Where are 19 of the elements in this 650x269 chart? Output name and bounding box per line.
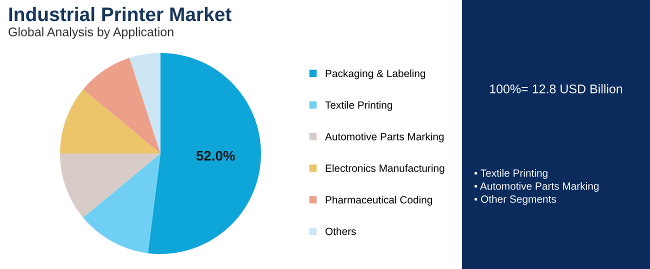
pie-slice	[83, 154, 160, 254]
chart-title: Industrial Printer Market	[9, 6, 232, 22]
pie-slice	[83, 58, 160, 154]
text: • Textile Printing	[474, 169, 548, 179]
legend-label: Pharmaceutical Coding	[326, 196, 432, 206]
text: • Automotive Parts Marking	[474, 182, 599, 192]
legend-label: Packaging & Labeling	[326, 70, 426, 80]
data-label: 52.0%	[196, 150, 235, 161]
legend-label: Automotive Parts Marking	[325, 132, 444, 142]
legend-label: Textile Printing	[325, 101, 392, 111]
pie-slice	[148, 53, 261, 254]
legend-label: Others	[325, 227, 356, 236]
chart-subtitle: Global Analysis by Application	[8, 27, 174, 39]
legend-label: Electronics Manufacturing	[326, 164, 444, 174]
pie-slice	[129, 53, 160, 154]
text: • Other Segments	[474, 195, 556, 205]
pie-slice	[60, 89, 160, 154]
text: 100%= 12.8 USD Billion	[490, 84, 622, 94]
pie-slice	[60, 154, 160, 218]
